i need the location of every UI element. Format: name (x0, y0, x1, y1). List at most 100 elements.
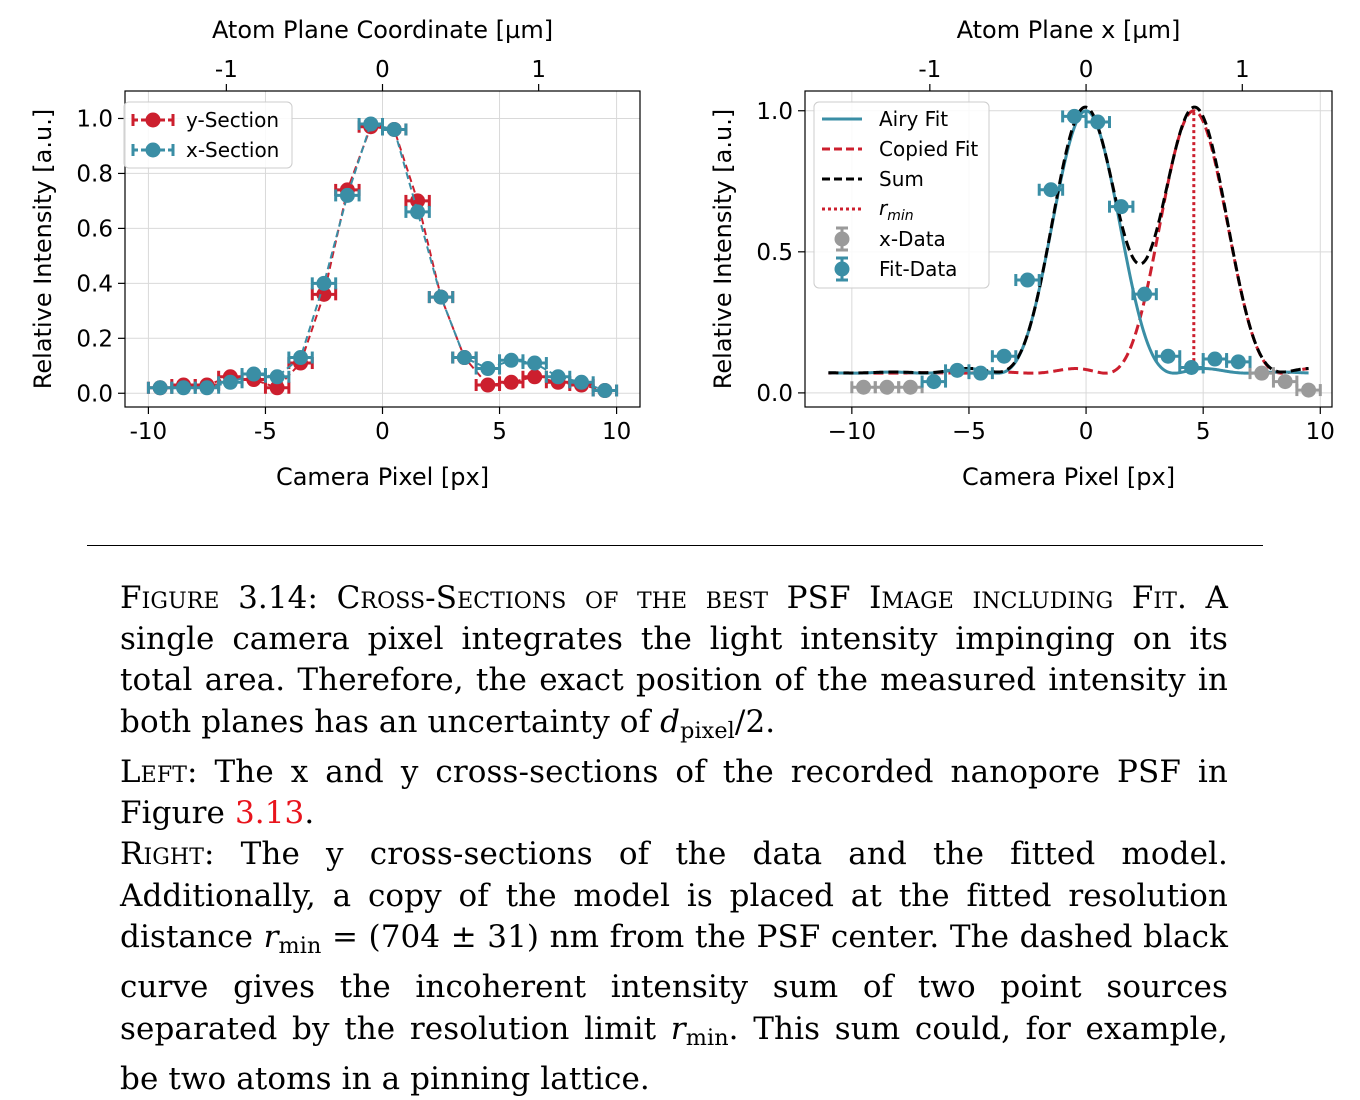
left-ylabel: Relative Intensity [a.u.] (29, 109, 57, 389)
right-fitdata-point (1183, 360, 1199, 375)
right-legend-box (813, 101, 990, 289)
left-point-x-Section (176, 380, 192, 396)
right-legend-label-airy: Airy Fit (879, 107, 948, 131)
left-top-tick-label: -1 (215, 57, 238, 83)
right-fitdata-point (1020, 272, 1036, 288)
right-xtick-label: −10 (828, 419, 877, 445)
left-label: Left: (120, 754, 198, 791)
right-text-2: from the PSF center. The dashed black cu… (120, 918, 1228, 1047)
left-xlabel: Camera Pixel [px] (276, 463, 489, 491)
left-point-x-Section (363, 116, 379, 132)
left-point-x-Section (597, 383, 613, 399)
left-ytick-label: 0.4 (76, 271, 113, 297)
right-xtick-label: −5 (952, 419, 986, 445)
right-legend-label-xdata: x-Data (879, 227, 946, 251)
d-pixel-tail: /2. (734, 703, 776, 740)
figure-caption: Figure 3.14: Cross-Sections of the best … (120, 578, 1228, 1100)
right-xdata-point (879, 379, 895, 395)
rmin-legend-sub: min (887, 208, 913, 224)
left-top-tick-label: 0 (375, 57, 390, 83)
right-legend-label-sum: Sum (879, 167, 924, 191)
left-ytick-label: 1.0 (76, 106, 113, 132)
right-fitdata-point (1230, 354, 1246, 370)
right-fitdata-point (1160, 348, 1176, 364)
left-point-x-Section (480, 361, 496, 377)
left-xtick-label: 10 (602, 419, 631, 445)
left-top-tick-label: 1 (531, 57, 546, 83)
right-ytick-label: 0.0 (756, 381, 793, 407)
left-point-x-Section (410, 204, 426, 220)
figure-plots: -10 -5 0 5 10 0.0 0.2 0.4 0.6 0.8 1.0 -1 0 1 Camera Pi… (0, 0, 1360, 520)
right-sum-curve (828, 105, 1309, 375)
right-fitdata-point (973, 365, 989, 381)
left-point-x-Section (550, 369, 566, 385)
left-xtick-label: 5 (492, 419, 507, 445)
right-xtick-label: 0 (1079, 419, 1094, 445)
rmin-subscript-2: min (685, 1024, 729, 1051)
left-legend-swatch-marker (145, 112, 161, 128)
right-text: The y cross-sections of the data and the… (120, 836, 1228, 955)
left-point-x-Section (222, 374, 238, 390)
left-text: The x and y cross-sections of the record… (120, 754, 1228, 832)
right-legend-label-copied: Copied Fit (879, 137, 978, 161)
rmin-value: = (704 ± 31) nm (321, 918, 600, 955)
right-fitdata-point (1090, 114, 1106, 130)
left-top-xlabel: Atom Plane Coordinate [µm] (212, 16, 553, 44)
right-fitdata-point (1043, 182, 1059, 198)
right-fitdata-point (996, 348, 1012, 364)
d-pixel-subscript: pixel (680, 717, 735, 744)
left-point-x-Section (199, 380, 215, 396)
d-pixel-symbol: d (660, 703, 681, 740)
left-point-y-Section (480, 377, 496, 393)
right-ytick-label: 1.0 (756, 99, 793, 125)
right-legend-label-fitdata: Fit-Data (879, 257, 957, 281)
rmin-symbol-2: r (670, 1010, 686, 1047)
rmin-subscript: min (278, 933, 322, 960)
rmin-symbol: r (263, 918, 279, 955)
right-top-tick-label: 0 (1079, 57, 1094, 83)
left-xtick-label: 0 (375, 419, 390, 445)
left-legend-label: x-Section (186, 138, 279, 162)
right-ylabel: Relative Intensity [a.u.] (709, 109, 737, 389)
right-fitdata-point (1066, 108, 1082, 124)
left-xtick-label: -5 (254, 419, 277, 445)
right-label: Right: (120, 836, 215, 873)
left-point-x-Section (456, 350, 472, 366)
right-xdata-point (1277, 374, 1293, 390)
left-point-x-Section (527, 355, 543, 371)
right-top-xlabel: Atom Plane x [µm] (957, 16, 1181, 44)
caption-paragraph-right: Right: The y cross-sections of the data … (120, 834, 1228, 1100)
figure-label: Figure 3.14: Cross-Sections of the best … (120, 580, 1187, 616)
right-xdata-point (856, 379, 872, 395)
left-end: . (304, 795, 315, 832)
left-point-y-Section (503, 374, 519, 390)
figure-reference-link[interactable]: 3.13 (234, 795, 305, 832)
left-ytick-label: 0.8 (76, 161, 113, 187)
caption-paragraph-left: Left: The x and y cross-sections of the … (120, 752, 1228, 834)
right-xtick-label: 10 (1306, 419, 1335, 445)
right-legend-swatch-xdata-marker (834, 231, 850, 247)
left-point-x-Section (316, 275, 332, 291)
right-fitdata-point (926, 374, 942, 390)
left-point-y-Section (269, 380, 285, 396)
caption-paragraph-1: Figure 3.14: Cross-Sections of the best … (120, 578, 1228, 752)
right-xdata-point (902, 379, 918, 395)
left-point-x-Section (246, 366, 262, 382)
left-legend-label: y-Section (186, 108, 279, 132)
right-top-tick-label: -1 (918, 57, 941, 83)
right-xtick-label: 5 (1196, 419, 1211, 445)
left-xtick-label: -10 (130, 419, 168, 445)
left-point-x-Section (386, 121, 402, 137)
left-ytick-label: 0.2 (76, 326, 113, 352)
right-fitdata-point (949, 362, 965, 378)
right-xdata-point (1301, 382, 1317, 398)
left-point-y-Section (527, 369, 543, 385)
left-legend-box (123, 101, 293, 169)
left-point-x-Section (433, 289, 449, 305)
left-point-x-Section (339, 187, 355, 203)
left-ytick-label: 0.0 (76, 381, 113, 407)
right-ytick-label: 0.5 (756, 240, 793, 266)
right-legend-swatch-fitdata-marker (834, 261, 850, 277)
right-fitdata-point (1137, 286, 1153, 302)
